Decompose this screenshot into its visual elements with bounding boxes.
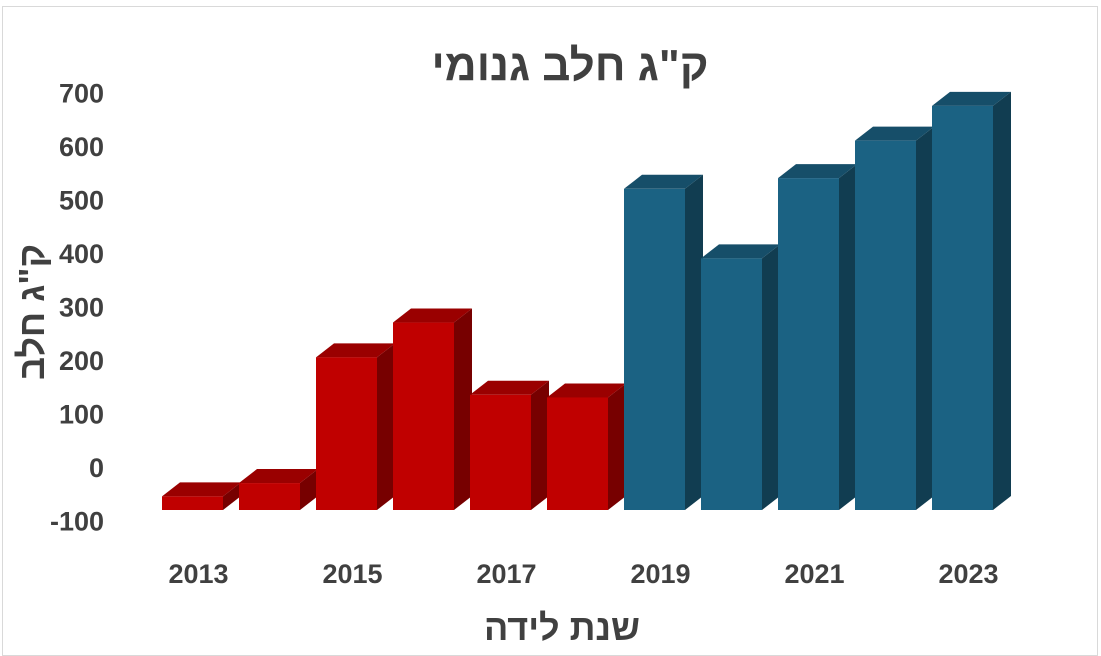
bar	[855, 126, 934, 511]
y-tick-label: 0	[89, 453, 104, 483]
bar-top	[855, 126, 934, 141]
x-tick-label: 2019	[630, 559, 690, 589]
bar-front	[162, 496, 223, 510]
bar	[393, 308, 472, 510]
bar	[547, 383, 626, 510]
y-axis-title: ק"ג חלב	[11, 244, 52, 380]
bar-side	[377, 343, 395, 510]
bar-front	[547, 397, 608, 510]
bars	[162, 91, 1011, 511]
x-tick-label: 2017	[476, 559, 536, 589]
bar-side	[993, 91, 1011, 510]
bar-front	[316, 357, 377, 510]
bar-top	[316, 343, 395, 358]
bar	[316, 343, 395, 510]
x-tick-label: 2013	[168, 559, 228, 589]
bar-front	[624, 188, 685, 511]
x-tick-label: 2023	[938, 559, 998, 589]
bar-top	[239, 469, 318, 484]
bar-side	[300, 469, 318, 510]
y-tick-label: 300	[59, 293, 104, 323]
bar	[162, 482, 241, 510]
x-axis-title: שנת לידה	[484, 607, 640, 648]
bar	[701, 244, 780, 510]
bar-top	[393, 308, 472, 323]
y-tick-label: -100	[50, 507, 104, 537]
bar-top	[547, 383, 626, 398]
bar	[624, 174, 703, 511]
bar-side	[454, 308, 472, 510]
chart-title: ק"ג חלב גנומי	[432, 41, 709, 90]
y-tick-label: 500	[59, 186, 104, 216]
bar	[470, 380, 549, 510]
y-tick-label: 200	[59, 346, 104, 376]
x-tick-label: 2015	[322, 559, 382, 589]
bar-front	[393, 322, 454, 510]
y-tick-label: 600	[59, 132, 104, 162]
y-tick-label: 700	[59, 79, 104, 109]
bar	[239, 469, 318, 510]
y-axis-ticks: -100 0 100 200 300 400 500 600 700	[50, 79, 104, 537]
bar-side	[608, 383, 626, 510]
bar-top	[162, 482, 241, 497]
bar-front	[470, 394, 531, 510]
bar-top	[701, 244, 780, 259]
bar-front	[932, 105, 993, 510]
bar-front	[239, 483, 300, 510]
x-axis-ticks: 2013 2015 2017 2019 2021 2023	[168, 559, 998, 589]
bar-front	[778, 178, 839, 510]
bar-side	[531, 380, 549, 510]
bar	[778, 164, 857, 510]
bar-side	[685, 174, 703, 511]
bar-side	[916, 126, 934, 511]
bar-side	[223, 482, 241, 510]
bar	[932, 91, 1011, 510]
y-tick-label: 100	[59, 400, 104, 430]
bar-top	[778, 164, 857, 179]
bar-top	[624, 174, 703, 189]
x-tick-label: 2021	[784, 559, 844, 589]
bar-side	[839, 164, 857, 510]
bar-top	[470, 380, 549, 395]
y-tick-label: 400	[59, 239, 104, 269]
bar-front	[855, 140, 916, 510]
bar-front	[701, 258, 762, 510]
bar-side	[762, 244, 780, 510]
bar-top	[932, 91, 1011, 106]
